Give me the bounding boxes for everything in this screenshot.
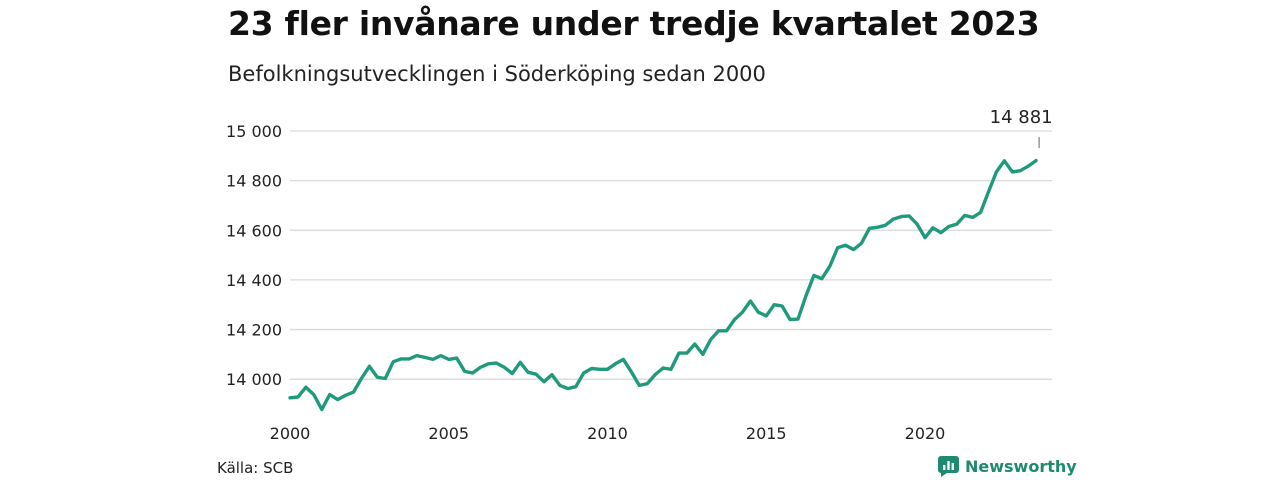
x-tick-label: 2005	[428, 424, 469, 443]
brand-name: Newsworthy	[965, 457, 1077, 476]
y-tick-label: 14 600	[226, 221, 282, 240]
newsworthy-icon	[938, 456, 959, 477]
brand-logo[interactable]: Newsworthy	[938, 456, 1077, 477]
x-axis-ticks: 2000 2005 2010 2015 2020	[270, 424, 946, 443]
y-tick-label: 14 400	[226, 271, 282, 290]
chart-title: 23 fler invånare under tredje kvartalet …	[228, 4, 1040, 43]
annotation-layer: 14 881	[990, 107, 1053, 148]
line-chart: 14 000 14 200 14 400 14 600 14 800 15 000 200…	[226, 107, 1053, 443]
series-layer	[288, 158, 1038, 412]
y-tick-label: 14 800	[226, 172, 282, 191]
x-tick-label: 2000	[270, 424, 311, 443]
y-tick-label: 15 000	[226, 122, 282, 141]
grid-lines	[290, 130, 1052, 380]
source-label: Källa: SCB	[217, 459, 294, 477]
y-tick-label: 14 000	[226, 370, 282, 389]
series-line	[288, 158, 1038, 412]
end-value-label: 14 881	[990, 107, 1053, 128]
y-tick-label: 14 200	[226, 321, 282, 340]
y-axis-ticks: 14 000 14 200 14 400 14 600 14 800 15 000	[226, 122, 282, 389]
x-tick-label: 2010	[587, 424, 628, 443]
x-tick-label: 2020	[905, 424, 946, 443]
x-tick-label: 2015	[746, 424, 787, 443]
chart-subtitle: Befolkningsutvecklingen i Söderköping se…	[228, 62, 766, 86]
